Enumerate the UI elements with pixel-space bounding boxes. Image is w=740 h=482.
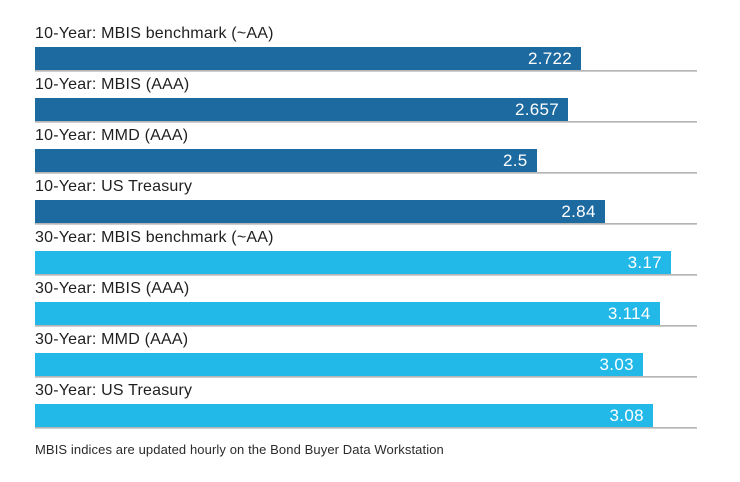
value-label: 2.84 — [561, 202, 596, 221]
category-baseline — [35, 274, 697, 276]
bar-row: 10-Year: MBIS (AAA) 2.657 — [35, 75, 740, 123]
bar-row: 30-Year: MBIS (AAA) 3.114 — [35, 279, 740, 327]
value-label: 2.5 — [502, 151, 528, 170]
category-label: 30-Year: MBIS (AAA) — [35, 280, 190, 297]
chart-footnote: MBIS indices are updated hourly on the B… — [35, 442, 444, 457]
bar-track: 2.657 — [35, 98, 697, 121]
category-baseline — [35, 223, 697, 225]
bar-row: 10-Year: MMD (AAA) 2.5 — [35, 126, 740, 174]
category-label: 30-Year: US Treasury — [35, 382, 193, 399]
bar-row: 30-Year: US Treasury 3.08 — [35, 381, 740, 429]
bar-row: 10-Year: US Treasury 2.84 — [35, 177, 740, 225]
category-baseline — [35, 172, 697, 174]
category-baseline — [35, 325, 697, 327]
bar-row: 10-Year: MBIS benchmark (~AA) 2.722 — [35, 24, 740, 72]
category-label: 10-Year: MBIS benchmark (~AA) — [35, 25, 274, 42]
bar: 2.722 — [35, 47, 582, 70]
bar-track: 3.114 — [35, 302, 697, 325]
bar-row: 30-Year: MMD (AAA) 3.03 — [35, 330, 740, 378]
bar: 3.114 — [35, 302, 660, 325]
value-label: 3.03 — [599, 355, 634, 374]
bar-track: 2.84 — [35, 200, 697, 223]
bar-track: 3.08 — [35, 404, 697, 427]
category-label: 30-Year: MMD (AAA) — [35, 331, 189, 348]
bar: 3.08 — [35, 404, 653, 427]
bar-row: 30-Year: MBIS benchmark (~AA) 3.17 — [35, 228, 740, 276]
bar-track: 3.17 — [35, 251, 697, 274]
bar-track: 2.722 — [35, 47, 697, 70]
category-label: 10-Year: MBIS (AAA) — [35, 76, 190, 93]
bar: 2.5 — [35, 149, 537, 172]
bar: 3.03 — [35, 353, 643, 376]
category-label: 10-Year: US Treasury — [35, 178, 193, 195]
bar-track: 3.03 — [35, 353, 697, 376]
value-label: 3.114 — [607, 304, 651, 323]
value-label: 2.657 — [514, 100, 560, 119]
bar: 3.17 — [35, 251, 671, 274]
category-baseline — [35, 376, 697, 378]
category-label: 30-Year: MBIS benchmark (~AA) — [35, 229, 274, 246]
value-label: 3.17 — [627, 253, 662, 272]
chart-plot-area: 10-Year: MBIS benchmark (~AA) 2.722 10-Y… — [35, 24, 740, 429]
value-label: 2.722 — [527, 49, 573, 68]
category-baseline — [35, 121, 697, 123]
bar: 2.657 — [35, 98, 569, 121]
category-label: 10-Year: MMD (AAA) — [35, 127, 189, 144]
value-label: 3.08 — [609, 406, 644, 425]
category-baseline — [35, 70, 697, 72]
bar: 2.84 — [35, 200, 605, 223]
category-baseline — [35, 427, 697, 429]
bar-track: 2.5 — [35, 149, 697, 172]
